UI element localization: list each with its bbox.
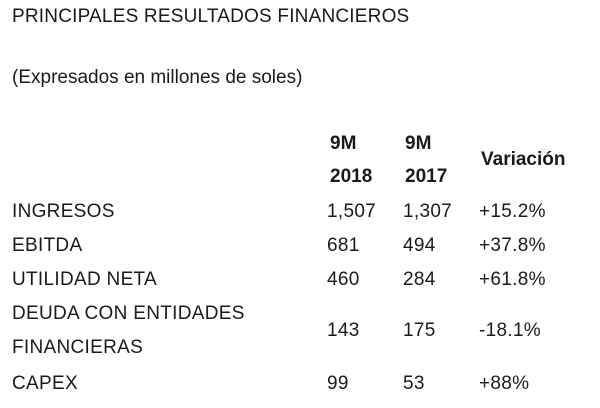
row-capex-2018: 99 [327, 373, 349, 394]
header-variacion: Variación [481, 149, 566, 170]
row-ingresos-2018: 1,507 [327, 201, 377, 222]
header-9m-2018: 9M 2018 [330, 127, 372, 193]
row-ingresos-variacion: +15.2% [479, 201, 546, 222]
header-9m-2017-line2: 2017 [405, 166, 448, 187]
page-title: PRINCIPALES RESULTADOS FINANCIEROS [12, 6, 410, 27]
row-ebitda-2017: 494 [403, 235, 436, 256]
row-label-ingresos: INGRESOS [12, 201, 115, 222]
row-label-deuda-line2: FINANCIERAS [12, 337, 144, 358]
page-subtitle: (Expresados en millones de soles) [12, 67, 303, 88]
row-utilidad-neta-variacion: +61.8% [479, 269, 546, 290]
row-capex-2017: 53 [403, 373, 425, 394]
row-ingresos-2017: 1,307 [403, 201, 453, 222]
row-label-ebitda: EBITDA [12, 235, 83, 256]
header-9m-2018-line1: 9M [330, 133, 357, 154]
row-deuda-variacion: -18.1% [479, 320, 542, 341]
row-capex-variacion: +88% [479, 373, 530, 394]
row-deuda-2018: 143 [327, 320, 360, 341]
row-utilidad-neta-2017: 284 [403, 269, 436, 290]
row-deuda-2017: 175 [403, 320, 436, 341]
row-ebitda-variacion: +37.8% [479, 235, 546, 256]
row-label-deuda-line1: DEUDA CON ENTIDADES [12, 303, 245, 324]
row-ebitda-2018: 681 [327, 235, 360, 256]
header-9m-2018-line2: 2018 [330, 166, 373, 187]
header-9m-2017-line1: 9M [405, 133, 432, 154]
row-utilidad-neta-2018: 460 [327, 269, 360, 290]
header-9m-2017: 9M 2017 [405, 127, 447, 193]
row-label-capex: CAPEX [12, 373, 78, 394]
row-label-utilidad-neta: UTILIDAD NETA [12, 269, 158, 290]
